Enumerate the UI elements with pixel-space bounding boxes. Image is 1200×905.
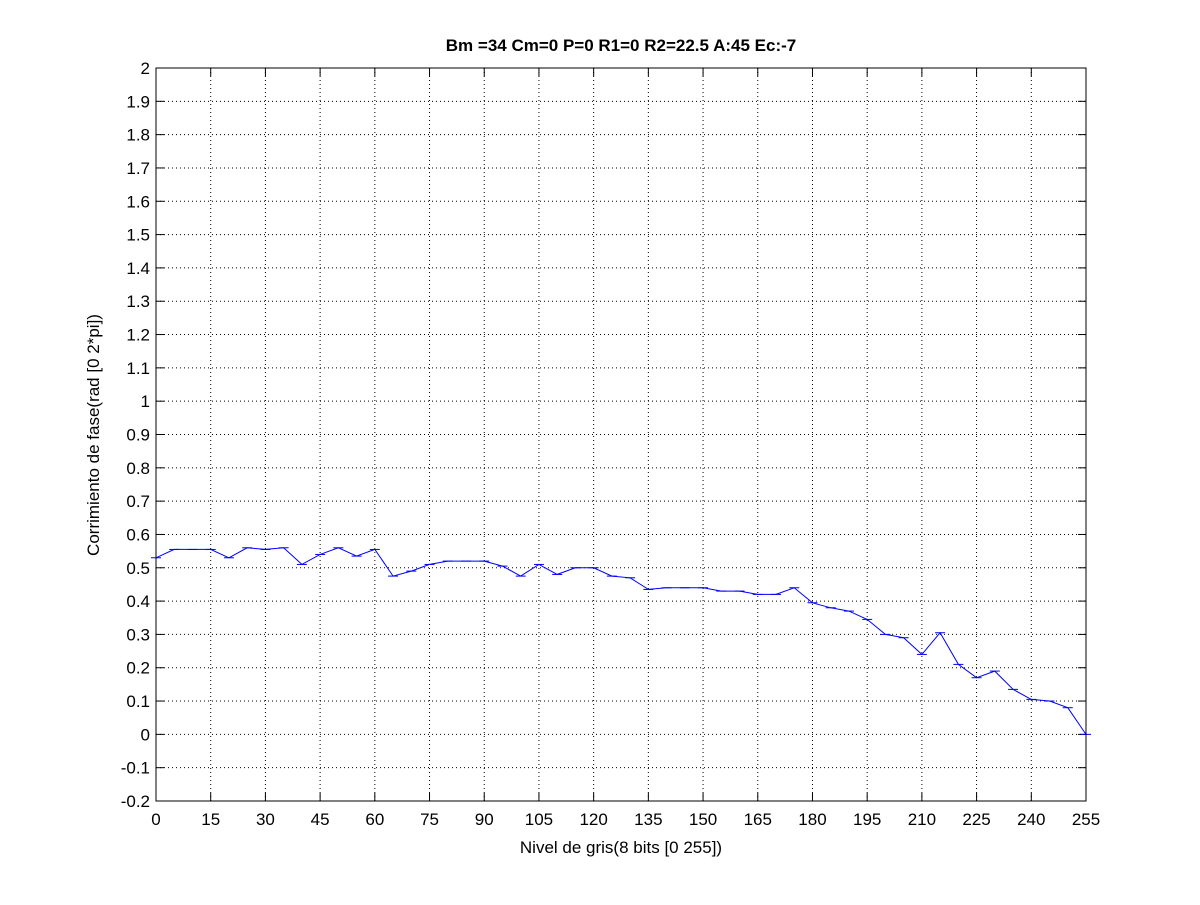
y-tick-label: 1.2: [126, 326, 150, 345]
chart-title: Bm =34 Cm=0 P=0 R1=0 R2=22.5 A:45 Ec:-7: [446, 36, 796, 55]
y-tick-label: 1.8: [126, 126, 150, 145]
y-tick-label: 0.6: [126, 525, 150, 544]
y-axis-label: Corrimiento de fase(rad [0 2*pi]): [84, 314, 103, 556]
y-tick-label: 0.2: [126, 659, 150, 678]
series-line: [155, 547, 1087, 735]
x-tick-label: 45: [311, 810, 330, 829]
x-tick-label: 15: [201, 810, 220, 829]
y-tick-label: 2: [141, 59, 150, 78]
y-tick-label: 0.7: [126, 492, 150, 511]
x-tick-label: 195: [853, 810, 881, 829]
x-tick-label: 30: [256, 810, 275, 829]
x-axis-label: Nivel de gris(8 bits [0 255]): [520, 838, 722, 857]
x-tick-label: 75: [420, 810, 439, 829]
x-tick-label: 60: [365, 810, 384, 829]
y-tick-label: 0.9: [126, 426, 150, 445]
y-tick-label: 1.4: [126, 259, 150, 278]
x-tick-label: 165: [744, 810, 772, 829]
y-tick-label: 0.4: [126, 592, 150, 611]
y-tick-label: -0.2: [121, 792, 150, 811]
plot-frame: [155, 67, 1087, 802]
x-tick-label: 240: [1017, 810, 1045, 829]
y-tick-label: 1.1: [126, 359, 150, 378]
x-tick-label: 180: [798, 810, 826, 829]
x-tick-label: 105: [525, 810, 553, 829]
x-tick-label: 90: [475, 810, 494, 829]
y-tick-label: 0.5: [126, 559, 150, 578]
x-tick-label: 120: [579, 810, 607, 829]
y-tick-label: 0.3: [126, 625, 150, 644]
y-tick-label: -0.1: [121, 759, 150, 778]
x-tick-label: 135: [634, 810, 662, 829]
y-tick-label: 1.7: [126, 159, 150, 178]
y-tick-label: 0: [141, 725, 150, 744]
grid: [156, 68, 1086, 801]
x-tick-label: 150: [689, 810, 717, 829]
data-series: [151, 547, 1091, 735]
y-tick-label: 1.5: [126, 226, 150, 245]
x-tick-label: 225: [962, 810, 990, 829]
y-tick-label: 1: [141, 392, 150, 411]
axis-ticks: 0 15 30 45 60 75 90 105 120 135 150 165 180 195 210 225…: [121, 59, 1100, 829]
y-tick-label: 1.6: [126, 192, 150, 211]
x-tick-label: 255: [1072, 810, 1100, 829]
y-tick-label: 1.3: [126, 292, 150, 311]
x-tick-label: 0: [151, 810, 160, 829]
y-tick-label: 0.8: [126, 459, 150, 478]
x-tick-label: 210: [908, 810, 936, 829]
y-tick-label: 1.9: [126, 92, 150, 111]
y-tick-label: 0.1: [126, 692, 150, 711]
